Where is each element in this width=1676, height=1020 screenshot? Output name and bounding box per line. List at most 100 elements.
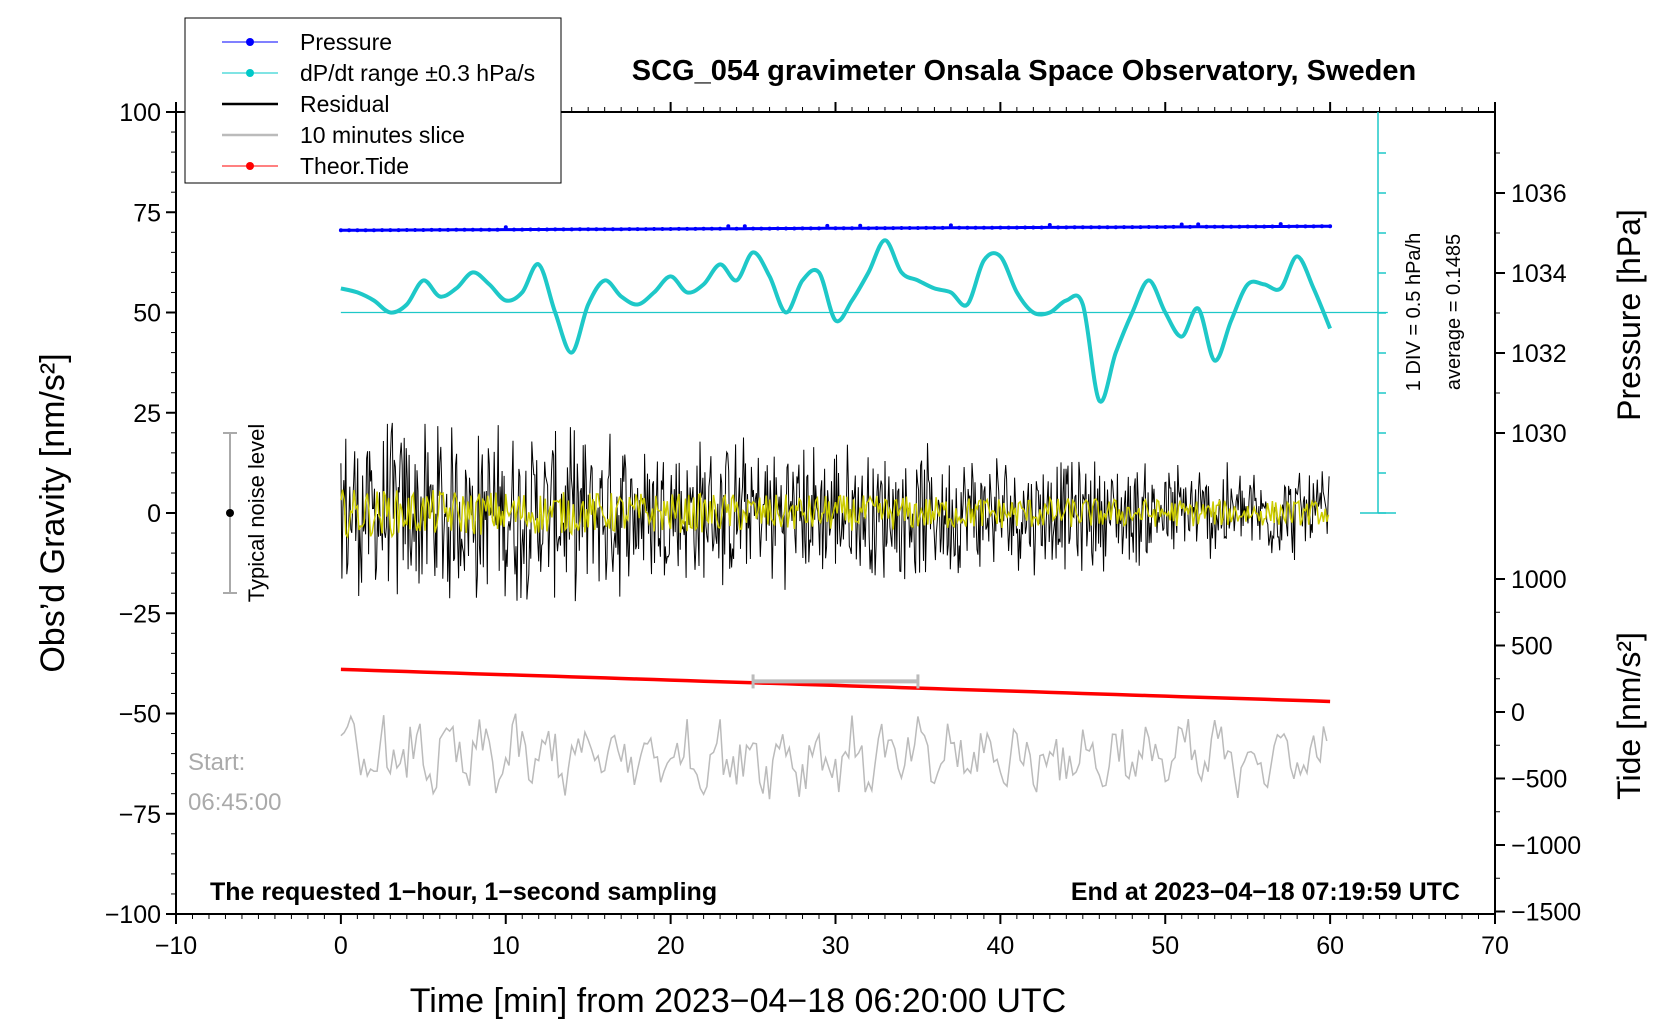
pressure-point: [1245, 224, 1250, 229]
pressure-point: [718, 226, 723, 231]
pressure-point: [915, 226, 920, 230]
pressure-point: [1089, 225, 1094, 230]
pressure-point: [487, 227, 492, 232]
pressure-point: [1064, 225, 1069, 230]
pressure-point: [726, 224, 731, 229]
pressure-point: [1212, 224, 1217, 229]
pressure-point: [1278, 222, 1283, 227]
pressure-point: [561, 227, 566, 232]
slice-line: [340, 713, 1328, 800]
pressure-point: [693, 226, 698, 231]
pressure-point: [652, 227, 657, 231]
pressure-point: [1311, 224, 1316, 229]
chart-title: SCG_054 gravimeter Onsala Space Observat…: [632, 55, 1416, 87]
pressure-point: [429, 227, 434, 232]
pressure-point: [1204, 224, 1209, 229]
pressure-point: [1039, 225, 1044, 230]
tide-tick-label: −500: [1511, 766, 1567, 794]
pressure-point: [734, 226, 739, 231]
legend-swatch-marker: [246, 162, 254, 170]
pressure-point: [957, 225, 962, 230]
pressure-point: [1221, 224, 1225, 229]
pressure-point: [866, 226, 871, 231]
y-tick-label: 100: [119, 99, 161, 127]
pressure-point: [1023, 225, 1028, 230]
pressure-point: [396, 228, 401, 233]
pressure-point: [610, 227, 615, 232]
pressure-point: [1014, 225, 1019, 230]
pressure-point: [1295, 224, 1300, 229]
pressure-point: [1146, 225, 1151, 229]
pressure-point: [602, 227, 607, 232]
tide-tick-label: 1000: [1511, 566, 1567, 594]
pressure-point: [380, 228, 385, 233]
pressure-point: [1319, 224, 1324, 229]
tide-tick-label: 0: [1511, 699, 1525, 727]
x-tick-label: 50: [1151, 932, 1179, 960]
pressure-point: [668, 227, 673, 231]
pressure-point: [1163, 225, 1168, 229]
pressure-point: [1097, 225, 1102, 230]
y-tick-label: −25: [119, 600, 161, 628]
pressure-point: [981, 225, 986, 230]
pressure-point: [388, 228, 393, 233]
legend: Pressure dP/dt range ±0.3 hPa/s Residual 10…: [184, 17, 562, 184]
y-tick-label: −100: [105, 901, 161, 929]
pressure-point: [454, 227, 459, 232]
y-tick-label: −75: [119, 801, 161, 829]
pressure-point: [825, 223, 830, 228]
pressure-point: [767, 226, 772, 231]
pressure-point: [462, 227, 467, 232]
pressure-point: [891, 226, 896, 231]
pressure-point: [1303, 224, 1308, 229]
pressure-point: [1328, 224, 1333, 229]
x-tick-label: 20: [657, 932, 685, 960]
pressure-point: [800, 226, 805, 231]
pressure-point: [759, 226, 764, 231]
pressure-point: [792, 226, 797, 231]
pressure-point: [421, 228, 426, 232]
axis-ticks: −10 0 10 20 30 40 50 60 701007550250−25−50−75−10…: [105, 99, 1582, 960]
y-tick-label: 50: [133, 300, 161, 328]
pressure-point: [1237, 224, 1242, 229]
pressure-point: [512, 227, 516, 232]
pressure-point: [437, 227, 442, 232]
legend-label: Theor.Tide: [300, 153, 409, 179]
slice-range-bar: [751, 674, 920, 689]
legend-box: [184, 17, 562, 184]
y-axis-label-left: Obs’d Gravity [nm/s²]: [34, 353, 72, 672]
y-axis-label-tide: Tide [nm/s²]: [1611, 632, 1647, 800]
tide-tick-label: 500: [1511, 633, 1553, 661]
series-layer: [338, 222, 1388, 800]
pressure-point: [660, 227, 665, 231]
pressure-point: [990, 225, 995, 230]
pressure-point: [1047, 223, 1052, 227]
pressure-point: [363, 228, 368, 233]
pressure-point: [619, 227, 624, 232]
pressure-point: [874, 226, 879, 231]
start-time: 06:45:00: [188, 789, 281, 816]
x-tick-label: −10: [155, 932, 197, 960]
pressure-point: [940, 225, 945, 230]
x-tick-label: 0: [334, 932, 348, 960]
pressure-point: [577, 227, 582, 232]
pressure-point: [479, 227, 483, 232]
pressure-point: [808, 226, 813, 231]
pressure-point: [1138, 225, 1143, 230]
pressure-point: [1105, 225, 1110, 230]
end-time-note: End at 2023−04−18 07:19:59 UTC: [1071, 878, 1460, 906]
sampling-note: The requested 1−hour, 1−second sampling: [210, 878, 717, 906]
pressure-point: [1122, 225, 1126, 230]
y-tick-label: 75: [133, 199, 161, 227]
pressure-point: [899, 226, 904, 230]
pressure-point: [1196, 222, 1201, 227]
legend-label: dP/dt range ±0.3 hPa/s: [300, 60, 535, 86]
pressure-point: [1188, 224, 1192, 229]
pressure-average-label: average = 0.1485: [1443, 234, 1465, 390]
pressure-point: [1270, 224, 1275, 229]
start-label: Start:: [188, 749, 245, 776]
tide-tick-label: −1000: [1511, 832, 1581, 860]
pressure-point: [751, 226, 756, 231]
pressure-point: [1130, 225, 1135, 230]
pressure-point: [1031, 225, 1036, 230]
